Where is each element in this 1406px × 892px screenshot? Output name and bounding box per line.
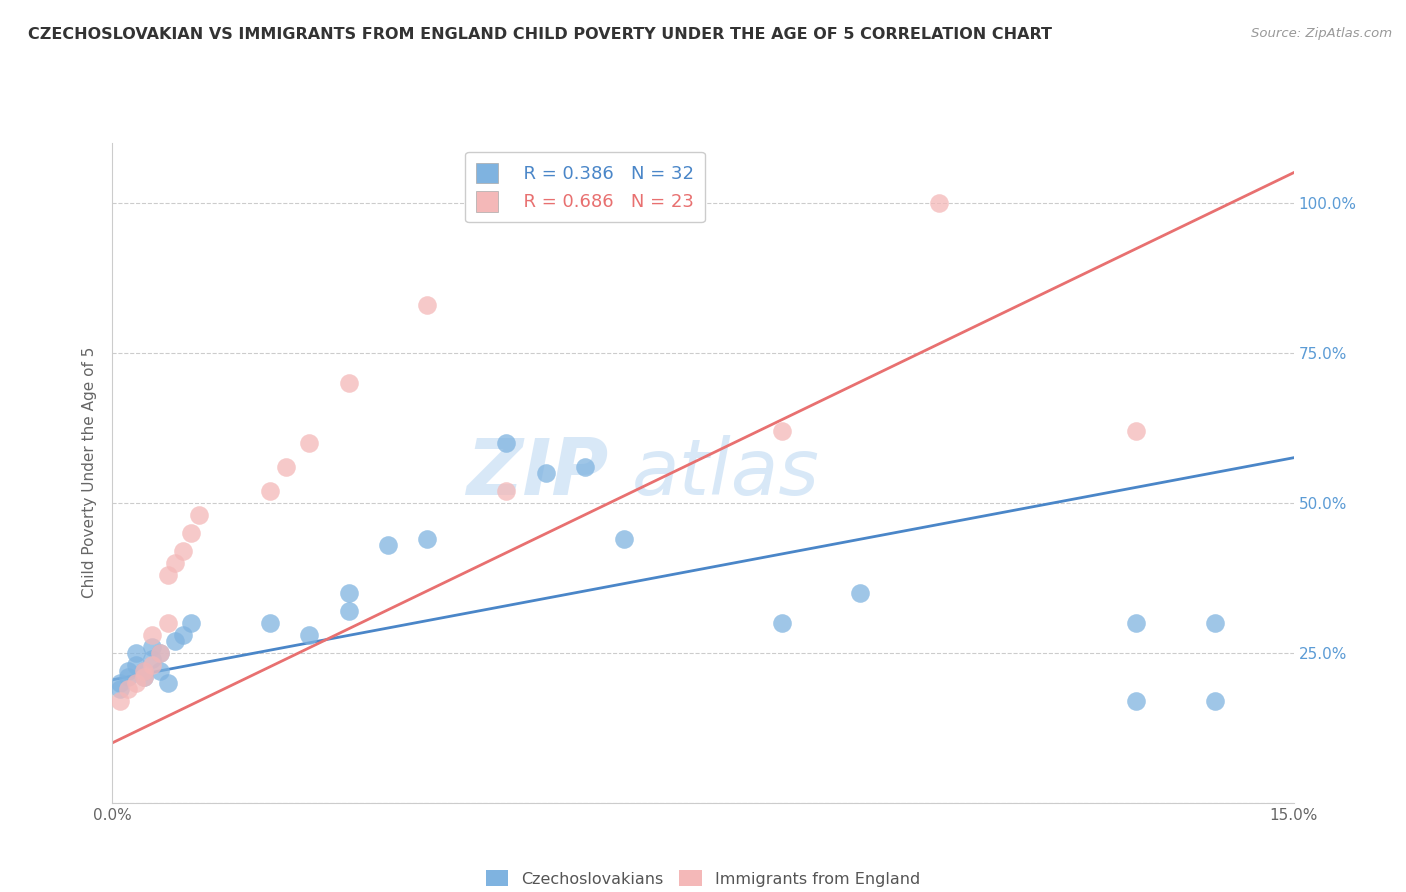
Point: [1125, 424, 1147, 438]
Point: [770, 615, 793, 630]
Point: [180, 615, 202, 630]
Point: [274, 459, 297, 474]
Point: [1125, 694, 1147, 708]
Point: [125, 646, 148, 660]
Point: [495, 483, 517, 498]
Point: [110, 694, 132, 708]
Point: [141, 640, 163, 654]
Point: [574, 459, 596, 474]
Point: [132, 664, 155, 678]
Point: [259, 483, 281, 498]
Point: [156, 567, 179, 582]
Point: [337, 604, 360, 618]
Point: [141, 652, 163, 666]
Point: [298, 628, 321, 642]
Point: [165, 556, 187, 570]
Point: [416, 532, 439, 546]
Point: [117, 681, 139, 696]
Point: [110, 675, 132, 690]
Point: [188, 508, 211, 522]
Point: [149, 646, 172, 660]
Point: [132, 670, 155, 684]
Legend: Czechoslovakians, Immigrants from England: Czechoslovakians, Immigrants from Englan…: [479, 863, 927, 892]
Point: [928, 195, 950, 210]
Point: [534, 466, 557, 480]
Point: [117, 664, 139, 678]
Point: [149, 664, 172, 678]
Point: [180, 525, 202, 540]
Point: [613, 532, 636, 546]
Point: [337, 376, 360, 390]
Point: [141, 657, 163, 672]
Point: [849, 586, 872, 600]
Point: [337, 586, 360, 600]
Point: [149, 646, 172, 660]
Point: [172, 543, 194, 558]
Point: [125, 675, 148, 690]
Point: [156, 675, 179, 690]
Point: [770, 424, 793, 438]
Y-axis label: Child Poverty Under the Age of 5: Child Poverty Under the Age of 5: [82, 347, 97, 599]
Point: [110, 681, 132, 696]
Point: [125, 657, 148, 672]
Text: ZIP: ZIP: [467, 434, 609, 511]
Point: [495, 435, 517, 450]
Point: [172, 628, 194, 642]
Point: [1204, 694, 1226, 708]
Point: [1125, 615, 1147, 630]
Point: [298, 435, 321, 450]
Point: [416, 298, 439, 312]
Point: [1204, 615, 1226, 630]
Point: [117, 670, 139, 684]
Point: [141, 628, 163, 642]
Point: [259, 615, 281, 630]
Point: [377, 538, 399, 552]
Text: CZECHOSLOVAKIAN VS IMMIGRANTS FROM ENGLAND CHILD POVERTY UNDER THE AGE OF 5 CORR: CZECHOSLOVAKIAN VS IMMIGRANTS FROM ENGLA…: [28, 27, 1052, 42]
Text: atlas: atlas: [633, 434, 820, 511]
Point: [132, 664, 155, 678]
Point: [156, 615, 179, 630]
Point: [165, 633, 187, 648]
Point: [132, 670, 155, 684]
Text: Source: ZipAtlas.com: Source: ZipAtlas.com: [1251, 27, 1392, 40]
